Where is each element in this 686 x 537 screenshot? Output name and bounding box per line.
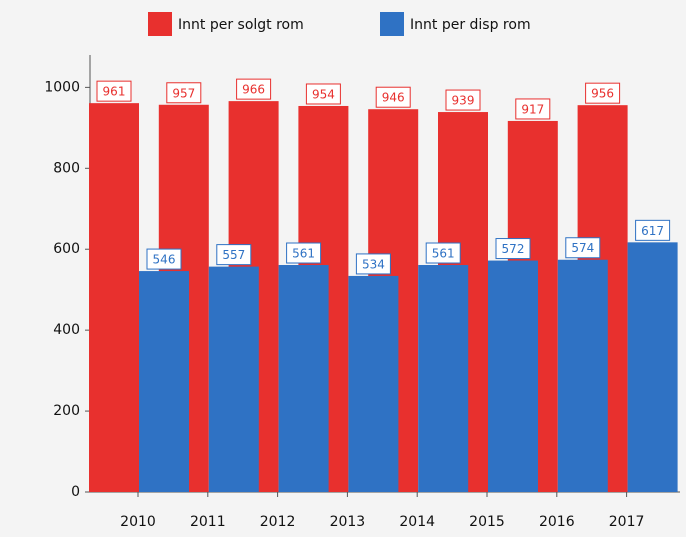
value-label: 574 — [571, 241, 594, 255]
y-tick-label: 600 — [53, 241, 80, 257]
legend-label: Innt per disp rom — [410, 17, 531, 33]
bar — [557, 259, 608, 492]
y-tick-label: 1000 — [44, 79, 80, 95]
value-label-box — [565, 237, 601, 259]
bar — [89, 103, 139, 492]
value-label: 954 — [312, 87, 335, 101]
value-label-box — [96, 80, 132, 102]
value-label-box — [166, 82, 202, 104]
value-label: 956 — [591, 87, 614, 101]
value-label-box — [495, 238, 531, 260]
x-tick-label: 2017 — [609, 514, 645, 530]
value-label: 572 — [502, 242, 525, 256]
value-label: 546 — [153, 253, 176, 267]
y-tick-label: 0 — [71, 484, 80, 500]
x-tick-label: 2011 — [190, 514, 226, 530]
value-label-box — [216, 244, 252, 266]
legend-swatch — [380, 12, 404, 36]
value-label: 561 — [292, 247, 315, 261]
value-label: 617 — [641, 224, 664, 238]
value-label-box — [305, 83, 341, 105]
bar — [488, 260, 538, 492]
value-label: 961 — [103, 85, 126, 99]
value-label-box — [146, 248, 182, 270]
value-label-box — [425, 242, 461, 264]
value-label: 939 — [452, 94, 475, 108]
value-label: 917 — [521, 102, 544, 116]
value-label-box — [445, 89, 481, 111]
value-label-box — [635, 219, 671, 241]
value-label-box — [236, 78, 272, 100]
y-tick-label: 800 — [53, 160, 80, 176]
legend-label: Innt per solgt rom — [178, 17, 304, 33]
value-label-box — [355, 253, 391, 275]
value-label: 957 — [172, 86, 195, 100]
bar — [139, 271, 189, 492]
bar — [278, 265, 329, 492]
y-tick-label: 400 — [53, 322, 80, 338]
bar — [627, 242, 678, 492]
bar — [348, 275, 399, 492]
value-label: 966 — [242, 83, 265, 97]
x-tick-label: 2016 — [539, 514, 575, 530]
x-tick-label: 2015 — [469, 514, 505, 530]
value-label-box — [375, 86, 411, 108]
x-tick-label: 2014 — [399, 514, 435, 530]
value-label-box — [585, 82, 621, 104]
value-label: 946 — [382, 91, 405, 105]
value-label: 534 — [362, 257, 385, 271]
bar — [418, 265, 469, 492]
x-tick-label: 2012 — [260, 514, 296, 530]
value-label-box — [286, 242, 322, 264]
x-tick-label: 2010 — [120, 514, 156, 530]
value-label: 557 — [222, 248, 245, 262]
bar — [208, 266, 259, 492]
value-label: 561 — [432, 247, 455, 261]
x-tick-label: 2013 — [330, 514, 366, 530]
value-label-box — [515, 98, 551, 120]
y-tick-label: 200 — [53, 403, 80, 419]
legend-swatch — [148, 12, 172, 36]
